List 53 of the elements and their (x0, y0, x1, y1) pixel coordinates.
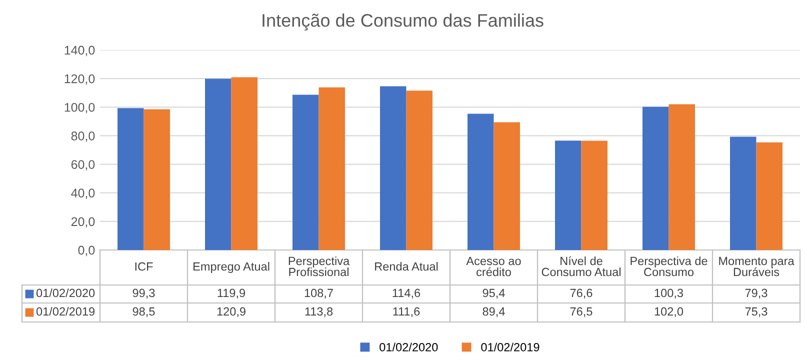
x-tick-label: Momento para Duráveis (719, 256, 794, 276)
y-tick-label: 100,0 (64, 102, 95, 114)
bar (205, 78, 232, 250)
bar (555, 140, 582, 250)
data-label: 100,3 (654, 288, 684, 299)
bar (118, 108, 144, 250)
x-tick-label: Perspectiva Profissional (288, 256, 350, 276)
data-label: 120,9 (217, 307, 246, 318)
chart-title: Intenção de Consumo das Familias (262, 14, 544, 30)
data-label: 108,7 (304, 288, 333, 299)
y-tick-label: 140,0 (64, 46, 95, 56)
bar (668, 104, 695, 250)
x-tick-label: Acesso ao crédito (466, 256, 521, 276)
data-label: 76,6 (570, 288, 592, 299)
bar (318, 87, 345, 250)
data-label: 98,5 (132, 307, 155, 318)
y-tick-label: 120,0 (64, 74, 95, 85)
data-label: 79,3 (745, 288, 768, 299)
data-label: 95,4 (482, 288, 505, 299)
text: 01/02/2019 (481, 342, 540, 352)
y-tick-label: 40,0 (71, 188, 95, 199)
y-tick-label: 60,0 (71, 160, 95, 170)
x-tick-label: ICF (135, 262, 153, 271)
legend-label: 01/02/2020 (36, 288, 95, 298)
data-label: 99,3 (132, 288, 155, 299)
y-tick-label: 0,0 (78, 246, 95, 256)
bar (730, 136, 756, 250)
x-tick-label: Perspectiva de Consumo (630, 256, 708, 276)
data-label: 119,9 (218, 288, 246, 299)
data-label: 89,4 (482, 307, 505, 318)
bar (468, 114, 494, 250)
x-tick-label: Renda Atual (375, 262, 438, 271)
bar (144, 109, 170, 250)
data-label: 111,6 (393, 307, 420, 318)
y-tick-label: 20,0 (71, 217, 95, 228)
data-label: 113,8 (305, 307, 333, 318)
x-tick-label: Nível de Consumo Atual (542, 256, 620, 276)
bar (292, 94, 319, 250)
y-tick-label: 80,0 (71, 132, 95, 142)
bar (380, 86, 406, 250)
bar (231, 77, 258, 250)
bar (406, 90, 432, 250)
legend-label: 01/02/2019 (36, 306, 95, 316)
data-label: 76,5 (570, 307, 592, 318)
bar (494, 122, 520, 250)
data-label: 102,0 (654, 307, 684, 318)
bar (581, 140, 608, 250)
x-tick-label: Emprego Atual (194, 262, 270, 273)
bar (756, 142, 782, 250)
text: 01/02/2020 (380, 342, 438, 352)
data-label: 114,6 (392, 288, 420, 299)
data-label: 75,3 (745, 307, 768, 318)
bar (642, 106, 669, 250)
